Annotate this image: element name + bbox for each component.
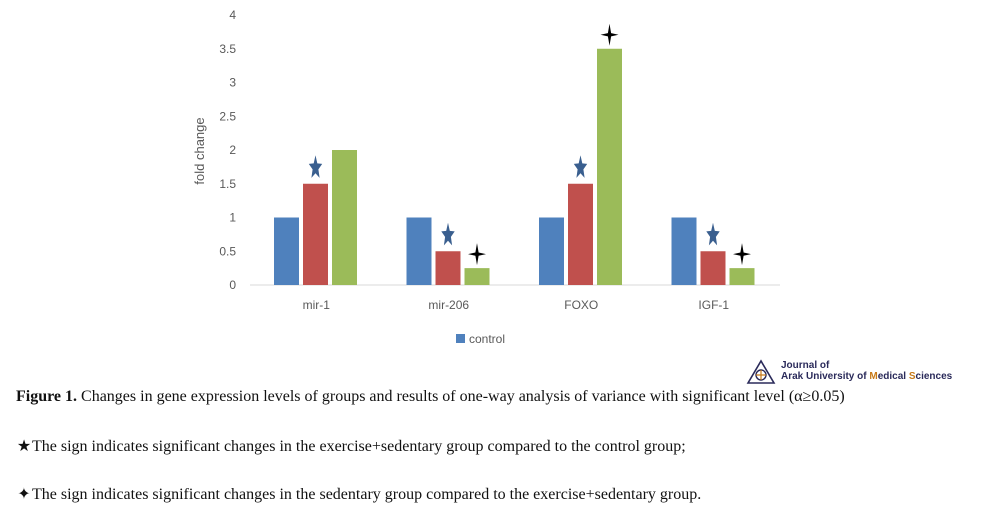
x-axis-ticks: mir-1 mir-206 FOXO IGF-1 [303, 298, 730, 312]
significance-cross-IGF-1 [733, 243, 751, 266]
significance-cross-FOXO [600, 23, 619, 46]
y-axis-title: fold change [192, 117, 207, 184]
bar-FOXO-s2 [597, 48, 622, 285]
x-tick-label: mir-206 [428, 298, 469, 312]
bar-FOXO-s1 [568, 183, 593, 285]
footnote-star: ★The sign indicates significant changes … [16, 436, 686, 456]
figure-label: Figure 1. [16, 388, 78, 405]
bar-IGF-1-s0 [671, 217, 697, 285]
significance-star-IGF-1 [706, 222, 720, 246]
legend-swatch-control [456, 334, 465, 343]
footnote-cross-text: The sign indicates significant changes i… [32, 486, 702, 503]
journal-logo-line2: Arak University of Medical Sciences [781, 371, 953, 382]
y-axis-ticks: 0 0.5 1 1.5 2 2.5 3 3.5 4 [219, 8, 236, 292]
x-tick-label: mir-1 [303, 298, 331, 312]
significance-star-FOXO [573, 155, 588, 178]
y-tick-label: 3.5 [219, 42, 236, 56]
significance-cross-mir-206 [468, 243, 486, 266]
bar-mir-1-s0 [274, 217, 299, 285]
y-tick-label: 1.5 [219, 177, 236, 191]
y-tick-label: 4 [229, 8, 236, 22]
significance-star-mir-206 [441, 222, 455, 246]
figure-caption: Figure 1. Changes in gene expression lev… [16, 388, 845, 406]
legend: control [456, 332, 505, 346]
y-tick-label: 0.5 [219, 244, 236, 258]
y-tick-label: 0 [229, 278, 236, 292]
star-icon: ★ [16, 438, 32, 455]
journal-emblem-icon [746, 359, 776, 384]
footnote-star-text: The sign indicates significant changes i… [32, 438, 686, 455]
legend-label-control: control [469, 332, 505, 346]
bar-chart: 0 0.5 1 1.5 2 2.5 3 3.5 4 fold change mir-1 mir-2… [192, 8, 780, 346]
bar-mir-206-s1 [435, 251, 461, 285]
y-tick-label: 2 [229, 143, 236, 157]
figure-caption-text: Changes in gene expression levels of gro… [77, 388, 845, 405]
significance-star-mir-1 [308, 155, 323, 178]
x-tick-label: FOXO [564, 298, 598, 312]
bar-IGF-1-s1 [700, 251, 726, 285]
journal-logo-text: Journal of Arak University of Medical Sc… [781, 360, 952, 382]
bar-FOXO-s0 [539, 217, 564, 285]
x-tick-label: IGF-1 [698, 298, 729, 312]
bar-mir-206-s0 [406, 217, 432, 285]
bars-group [274, 48, 755, 285]
bar-mir-1-s2 [332, 150, 357, 285]
significance-markers [308, 23, 751, 266]
journal-logo: Journal of Arak University of Medical Sc… [745, 357, 975, 387]
y-tick-label: 3 [229, 76, 236, 90]
y-tick-label: 2.5 [219, 109, 236, 123]
bar-mir-206-s2 [464, 268, 490, 285]
bar-IGF-1-s2 [729, 268, 755, 285]
footnote-cross: ✦The sign indicates significant changes … [16, 484, 701, 504]
four-point-star-icon: ✦ [17, 486, 31, 503]
bar-mir-1-s1 [303, 183, 328, 285]
y-tick-label: 1 [229, 211, 236, 225]
journal-logo-line1: Journal of [781, 360, 830, 371]
